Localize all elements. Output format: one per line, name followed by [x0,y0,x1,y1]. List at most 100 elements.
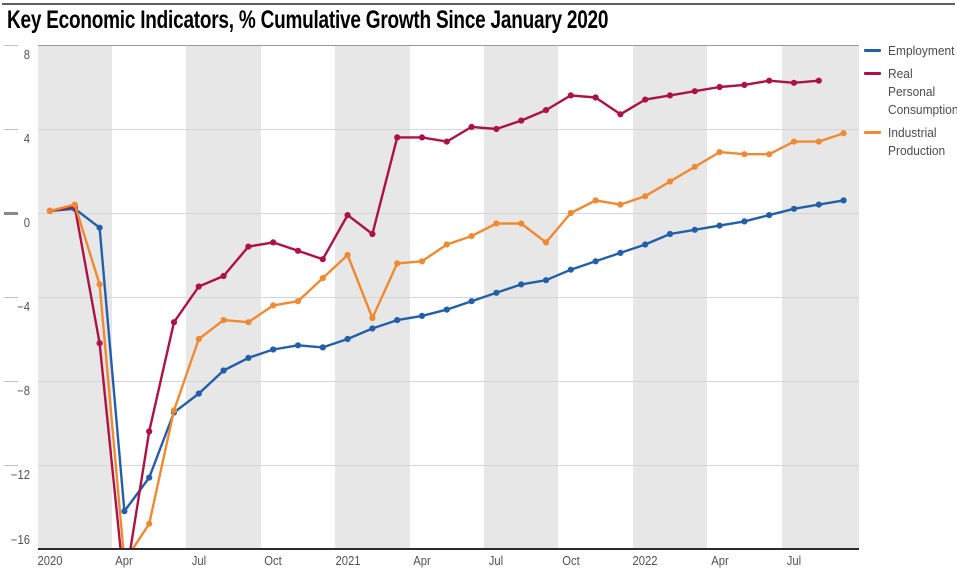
data-point-employment [815,201,822,208]
y-tick-dash [4,128,18,130]
legend-label: Real Personal Consumption [888,66,957,117]
data-point-industrial-production [270,302,277,309]
series-plot [46,77,847,548]
x-tick-label: Jul [489,554,504,568]
plot-area [38,45,859,550]
gridline [38,297,859,298]
x-tick-label: 2020 [37,554,63,568]
x-tick-label: Jul [786,554,802,568]
y-tick-label: 4 [23,132,30,146]
data-point-employment [691,226,698,233]
data-point-real-personal-consumption [716,83,723,91]
y-tick-dash [4,380,18,382]
y-tick-dash [4,211,18,215]
data-point-industrial-production [294,298,302,305]
data-point-real-personal-consumption [344,212,351,219]
data-point-employment [270,346,277,353]
data-point-real-personal-consumption [319,256,326,263]
data-point-employment [741,218,748,225]
data-point-industrial-production [443,241,450,248]
data-point-industrial-production [741,151,748,158]
data-point-real-personal-consumption [96,340,103,347]
y-tick-dash [4,464,18,466]
data-point-real-personal-consumption [592,94,599,101]
data-point-real-personal-consumption [369,230,376,238]
data-point-real-personal-consumption [790,79,798,86]
data-point-employment [468,298,475,305]
gridline [38,465,859,466]
data-point-real-personal-consumption [617,111,624,118]
gridline [38,213,859,214]
legend: Employment Real Personal Consumption Indus… [864,42,957,165]
y-tick-label: −8 [17,384,30,398]
data-point-employment [96,224,103,231]
y-tick-label: 0 [23,216,30,230]
data-point-employment [716,222,723,229]
data-point-employment [294,342,302,349]
data-point-employment [394,317,401,324]
data-point-employment [790,205,798,212]
data-point-industrial-production [468,233,475,240]
data-point-industrial-production [493,220,500,227]
data-point-industrial-production [369,314,376,322]
data-point-real-personal-consumption [443,138,450,145]
data-point-industrial-production [220,317,227,324]
legend-swatch-icon [864,131,881,134]
data-point-employment [592,258,599,265]
data-point-industrial-production [394,260,401,267]
data-point-real-personal-consumption [195,283,202,290]
legend-item: Industrial Production [864,124,956,160]
data-point-real-personal-consumption [518,117,525,124]
data-point-employment [542,277,550,284]
data-point-employment [518,281,525,288]
data-point-employment [443,306,450,313]
top-rule [2,3,955,5]
data-point-real-personal-consumption [642,96,649,103]
data-point-real-personal-consumption [394,134,401,141]
data-point-real-personal-consumption [468,123,475,130]
x-tick-label: 2021 [335,554,361,568]
y-tick-dash [4,296,18,298]
data-point-real-personal-consumption [146,428,153,435]
data-point-real-personal-consumption [294,247,302,254]
data-point-real-personal-consumption [542,107,550,114]
data-point-industrial-production [245,319,252,326]
legend-item: Real Personal Consumption [864,65,957,119]
x-tick-label: Oct [264,554,282,568]
data-point-industrial-production [666,178,674,185]
data-point-real-personal-consumption [418,134,426,141]
legend-swatch-icon [864,49,881,52]
data-point-real-personal-consumption [815,77,822,84]
data-point-employment [121,508,128,515]
data-point-real-personal-consumption [766,77,773,84]
data-point-employment [369,325,376,332]
data-point-employment [146,474,153,481]
data-point-industrial-production [344,251,351,259]
legend-label: Employment [888,43,955,58]
data-point-industrial-production [691,163,698,170]
data-point-employment [617,249,624,256]
data-point-employment [344,335,351,343]
x-tick-label: Apr [710,554,729,568]
data-point-real-personal-consumption [220,272,227,280]
data-point-industrial-production [96,281,103,288]
data-point-industrial-production [617,201,624,208]
x-tick-label: Jul [191,554,206,568]
data-point-real-personal-consumption [245,243,252,250]
data-point-industrial-production [815,138,822,145]
data-point-employment [493,289,500,296]
data-point-industrial-production [46,207,54,214]
data-point-industrial-production [592,197,599,204]
chart-title: Key Economic Indicators, % Cumulative Gr… [7,6,609,34]
y-tick-label: −4 [17,300,30,314]
data-point-industrial-production [170,407,178,414]
data-point-real-personal-consumption [691,88,698,95]
data-point-industrial-production [542,239,550,246]
y-tick-label: −16 [10,533,30,547]
data-point-employment [195,390,202,397]
data-point-employment [642,241,649,248]
data-point-employment [245,354,252,361]
x-tick-label: Apr [413,554,431,568]
data-point-industrial-production [319,275,326,282]
